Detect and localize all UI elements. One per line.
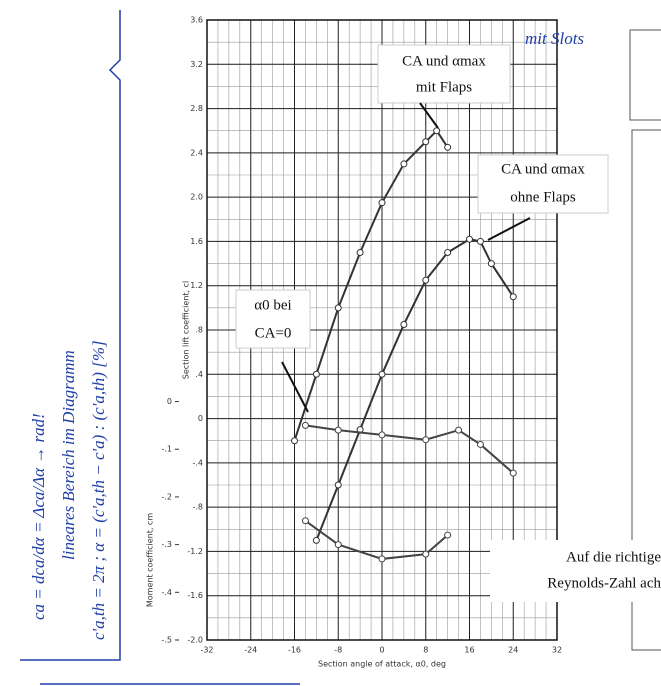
y2-tick-label: -.1 [161,445,172,454]
y-tick-label: 0 [198,414,203,423]
annotation: Reynolds-Zahl ach [547,575,661,591]
annotation: CA=0 [255,325,292,341]
data-point [445,144,451,150]
data-point [335,305,341,311]
x-tick-label: 8 [423,646,428,655]
data-point [302,422,308,428]
data-point [445,532,451,538]
data-point [379,200,385,206]
annotation: mit Flaps [416,79,472,95]
annotation: ohne Flaps [510,189,576,205]
data-point [445,250,451,256]
y-tick-label: 1.6 [190,237,203,246]
x-tick-label: 0 [379,646,384,655]
y-tick-label: 2.0 [190,193,203,202]
data-point [423,139,429,145]
data-point [379,371,385,377]
data-point [488,261,494,267]
y-tick-label: -.8 [192,503,203,512]
annotation: CA und αmax [501,161,585,177]
annotation: Auf die richtige [566,549,661,565]
y-tick-label: -2.0 [187,636,203,645]
x-tick-label: -16 [288,646,301,655]
data-point [477,441,483,447]
x-tick-label: 24 [508,646,518,655]
y-tick-label: .4 [195,370,203,379]
data-point [335,482,341,488]
annotation: CA und αmax [402,53,486,69]
note: ca = dca/dα = Δca/Δα → rad! [29,413,48,620]
note: lineares Bereich im Diagramm [59,350,78,560]
y2-tick-label: -.5 [161,636,172,645]
y-tick-label: .8 [195,326,203,335]
y2-axis-label: Moment coefficient, cm [146,513,155,607]
data-point [510,470,516,476]
y-axis-label: Section lift coefficient, cl [182,281,191,379]
y-tick-label: 3.2 [190,60,203,69]
data-point [379,556,385,562]
y-tick-label: 2.4 [190,148,203,157]
data-point [357,250,363,256]
data-point [335,542,341,548]
x-axis-label: Section angle of attack, α0, deg [318,660,446,669]
note: mit Slots [525,29,584,48]
data-point [401,321,407,327]
data-point [423,551,429,557]
x-tick-label: 32 [552,646,562,655]
data-point [423,437,429,443]
y-tick-label: -1.6 [187,591,203,600]
data-point [467,236,473,242]
y-tick-label: 2.8 [190,104,203,113]
y2-tick-label: -.2 [161,492,172,501]
note: c'a,th = 2π ; α = (c'a,th − c'a) : (c'a,… [89,340,108,640]
data-point [477,238,483,244]
data-point [302,518,308,524]
y-tick-label: -.4 [192,458,203,467]
data-point [434,128,440,134]
y-tick-label: 3.6 [190,16,203,25]
x-tick-label: -32 [200,646,213,655]
y2-tick-label: 0 [167,397,172,406]
x-tick-label: -8 [334,646,342,655]
x-tick-label: -24 [244,646,257,655]
data-point [335,427,341,433]
y-tick-label: 1.2 [190,281,203,290]
y-tick-label: -1.2 [187,547,203,556]
x-tick-label: 16 [464,646,474,655]
data-point [401,161,407,167]
data-point [423,277,429,283]
data-point [510,294,516,300]
data-point [379,432,385,438]
y2-tick-label: -.3 [161,540,172,549]
page: -32 -24 -16 -8 0 8 16 24 32 -2.0 -1.6 -1.2 -.8 -.4 0 .4… [0,0,661,686]
data-point [292,438,298,444]
data-point [313,371,319,377]
data-point [456,427,462,433]
annotation: α0 bei [254,297,291,313]
data-point [313,537,319,543]
y2-tick-label: -.4 [161,588,172,597]
